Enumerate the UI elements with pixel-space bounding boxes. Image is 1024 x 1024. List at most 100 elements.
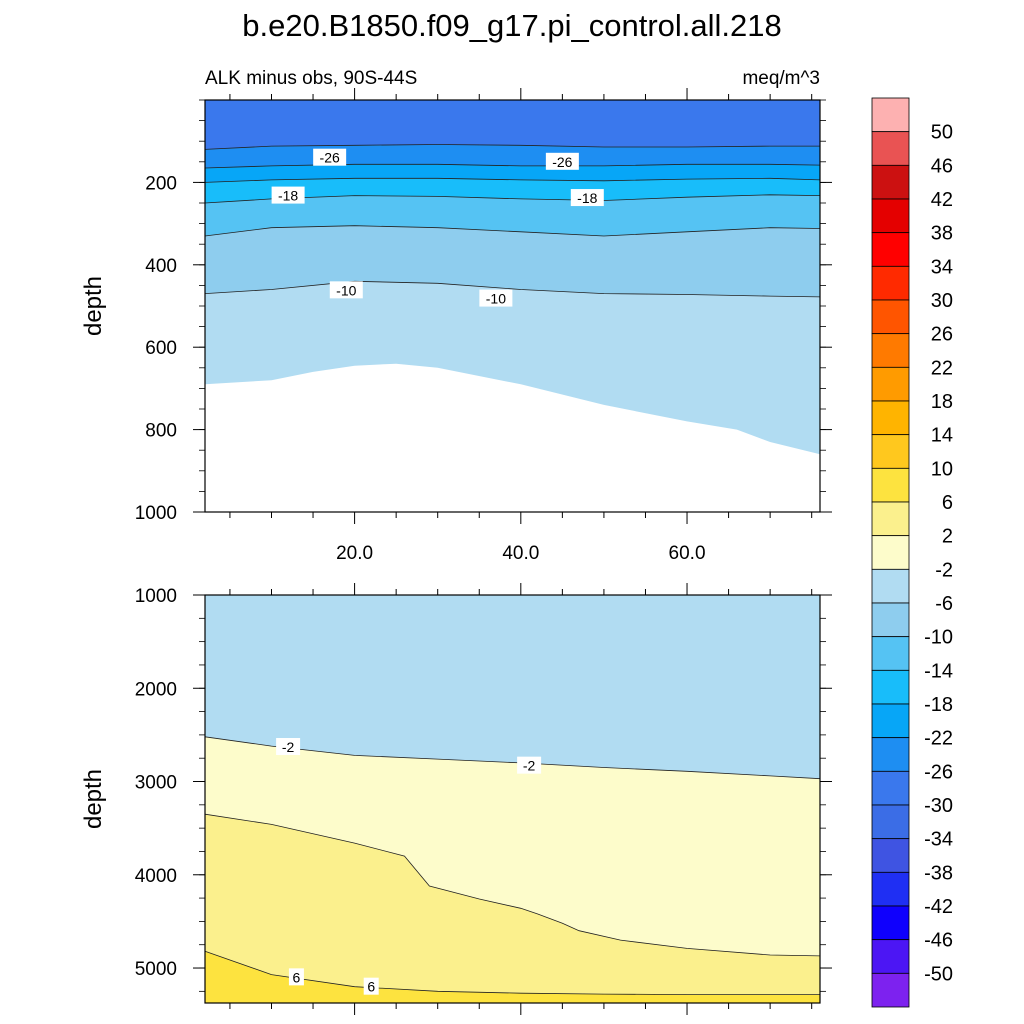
contour-label: -18 — [577, 190, 597, 206]
colorbar-swatch — [871, 905, 910, 941]
colorbar-label: 34 — [931, 256, 953, 278]
contour-label-bg — [313, 148, 347, 166]
colorbar-label: 38 — [931, 223, 953, 245]
colorbar-swatch — [871, 770, 910, 806]
colorbar-swatch — [871, 972, 910, 1008]
colorbar-swatch — [871, 804, 910, 840]
colorbar-label: 18 — [931, 391, 953, 413]
colorbar-label: -38 — [924, 862, 953, 884]
y-axis-title: depth — [80, 769, 107, 829]
colorbar-label: 46 — [931, 155, 953, 177]
contour-label-bg — [271, 186, 305, 204]
colorbar-label: -34 — [924, 829, 953, 851]
x-tick-label: 40.0 — [502, 543, 539, 564]
contour-fill-1 — [205, 595, 820, 779]
contour-label: -10 — [486, 291, 506, 307]
colorbar-label: -42 — [924, 896, 953, 918]
colorbar-swatch — [871, 703, 910, 739]
colorbar-label: 2 — [942, 526, 953, 548]
colorbar-label: -10 — [924, 627, 953, 649]
colorbar-label: 6 — [942, 492, 953, 514]
y-tick-label: 200 — [145, 173, 177, 194]
contour-line-2 — [204, 813, 821, 957]
contour-line-2 — [204, 163, 821, 169]
colorbar-swatch — [871, 400, 910, 436]
contour-label-bg — [288, 968, 304, 986]
colorbar-label: -6 — [935, 593, 953, 615]
colorbar-swatch — [871, 501, 910, 537]
contour-label-bg — [479, 289, 513, 307]
contour-label: -18 — [278, 188, 298, 204]
colorbar-swatch — [871, 602, 910, 638]
contour-label-bg — [545, 152, 579, 170]
contour-fill-4 — [205, 951, 820, 1003]
contour-fill-7 — [205, 281, 820, 455]
contour-label: 6 — [293, 969, 301, 985]
colorbar-label: 30 — [931, 290, 953, 312]
colorbar-label: 26 — [931, 324, 953, 346]
y-tick-label: 400 — [145, 256, 177, 277]
colorbar-label: -22 — [924, 728, 953, 750]
colorbar-swatch — [871, 97, 910, 133]
colorbar-label: -30 — [924, 795, 953, 817]
y-tick-label: 600 — [145, 338, 177, 359]
contour-label: -10 — [336, 282, 356, 298]
colorbar-swatch — [871, 232, 910, 267]
contour-line-3 — [204, 177, 821, 183]
upper-contour-panel: -26 -26 -18 -18 -10 -10 200 400 600 800 1000 20.0 40… — [80, 88, 832, 564]
subtitle-right: meq/m^3 — [742, 68, 820, 89]
contour-fill-6 — [205, 225, 820, 297]
x-tick-label: 20.0 — [336, 543, 373, 564]
contour-label: -26 — [552, 154, 572, 170]
contour-label: -26 — [320, 150, 340, 166]
colorbar-label: 14 — [931, 425, 953, 447]
contour-fill-1 — [205, 100, 820, 150]
colorbar-swatch — [871, 535, 910, 570]
colorbar: 50 46 42 38 34 30 26 22 18 14 10 6 2 -2 -6 -10 -14 -18 -22… — [871, 97, 953, 1008]
colorbar-swatch — [871, 669, 910, 705]
contour-line-3 — [204, 950, 820, 995]
y-tick-label: 2000 — [135, 679, 177, 700]
colorbar-label: 10 — [931, 458, 953, 480]
colorbar-swatch — [871, 737, 910, 772]
colorbar-swatch — [871, 265, 910, 301]
subtitle-left: ALK minus obs, 90S-44S — [205, 68, 417, 89]
colorbar-swatch — [871, 131, 910, 166]
colorbar-swatch — [871, 198, 910, 234]
colorbar-label: -50 — [924, 963, 953, 985]
colorbar-swatch — [871, 568, 910, 604]
contour-label-bg — [329, 281, 363, 299]
colorbar-swatch — [871, 333, 910, 368]
colorbar-swatch — [871, 434, 910, 469]
contour-fill-2 — [205, 144, 820, 168]
y-tick-label: 3000 — [135, 773, 177, 794]
colorbar-label: 42 — [931, 189, 953, 211]
y-tick-label: 1000 — [135, 586, 177, 607]
colorbar-swatch — [871, 939, 910, 974]
y-tick-label: 800 — [145, 421, 177, 442]
contour-fill-3 — [205, 814, 820, 995]
contour-line-5 — [204, 225, 821, 237]
colorbar-label: -26 — [924, 761, 953, 783]
colorbar-label: -14 — [924, 660, 953, 682]
plot-frame — [204, 594, 821, 1004]
x-tick-label: 60.0 — [669, 543, 706, 564]
contour-label: -2 — [282, 739, 295, 755]
contour-fill-4 — [205, 178, 820, 203]
contour-label-bg — [276, 738, 301, 756]
contour-label-bg — [517, 756, 542, 774]
y-tick-label: 5000 — [135, 959, 177, 980]
colorbar-swatch — [871, 366, 910, 402]
colorbar-label: -46 — [924, 930, 953, 952]
contour-label: -2 — [523, 758, 536, 774]
colorbar-swatch — [871, 164, 910, 200]
contour-line-6 — [204, 280, 821, 298]
contour-fill-3 — [205, 164, 820, 183]
y-tick-label: 1000 — [135, 503, 177, 524]
y-tick-label: 4000 — [135, 866, 177, 887]
colorbar-swatch — [871, 467, 910, 503]
colorbar-label: 50 — [931, 122, 953, 144]
contour-line-1 — [204, 144, 820, 150]
contour-label-bg — [363, 977, 379, 995]
